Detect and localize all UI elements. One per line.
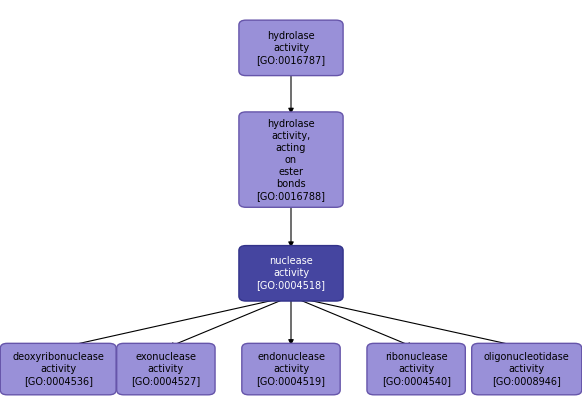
Text: endonuclease
activity
[GO:0004519]: endonuclease activity [GO:0004519] (257, 352, 325, 386)
FancyBboxPatch shape (242, 343, 340, 395)
Text: exonuclease
activity
[GO:0004527]: exonuclease activity [GO:0004527] (132, 352, 200, 386)
Text: ribonuclease
activity
[GO:0004540]: ribonuclease activity [GO:0004540] (382, 352, 450, 386)
Text: oligonucleotidase
activity
[GO:0008946]: oligonucleotidase activity [GO:0008946] (484, 352, 570, 386)
Text: hydrolase
activity
[GO:0016787]: hydrolase activity [GO:0016787] (257, 31, 325, 65)
Text: deoxyribonuclease
activity
[GO:0004536]: deoxyribonuclease activity [GO:0004536] (12, 352, 104, 386)
FancyBboxPatch shape (116, 343, 215, 395)
FancyBboxPatch shape (367, 343, 465, 395)
FancyBboxPatch shape (471, 343, 582, 395)
Text: nuclease
activity
[GO:0004518]: nuclease activity [GO:0004518] (257, 256, 325, 290)
FancyBboxPatch shape (1, 343, 116, 395)
FancyBboxPatch shape (239, 112, 343, 207)
FancyBboxPatch shape (239, 245, 343, 301)
FancyBboxPatch shape (239, 20, 343, 76)
Text: hydrolase
activity,
acting
on
ester
bonds
[GO:0016788]: hydrolase activity, acting on ester bond… (257, 119, 325, 201)
